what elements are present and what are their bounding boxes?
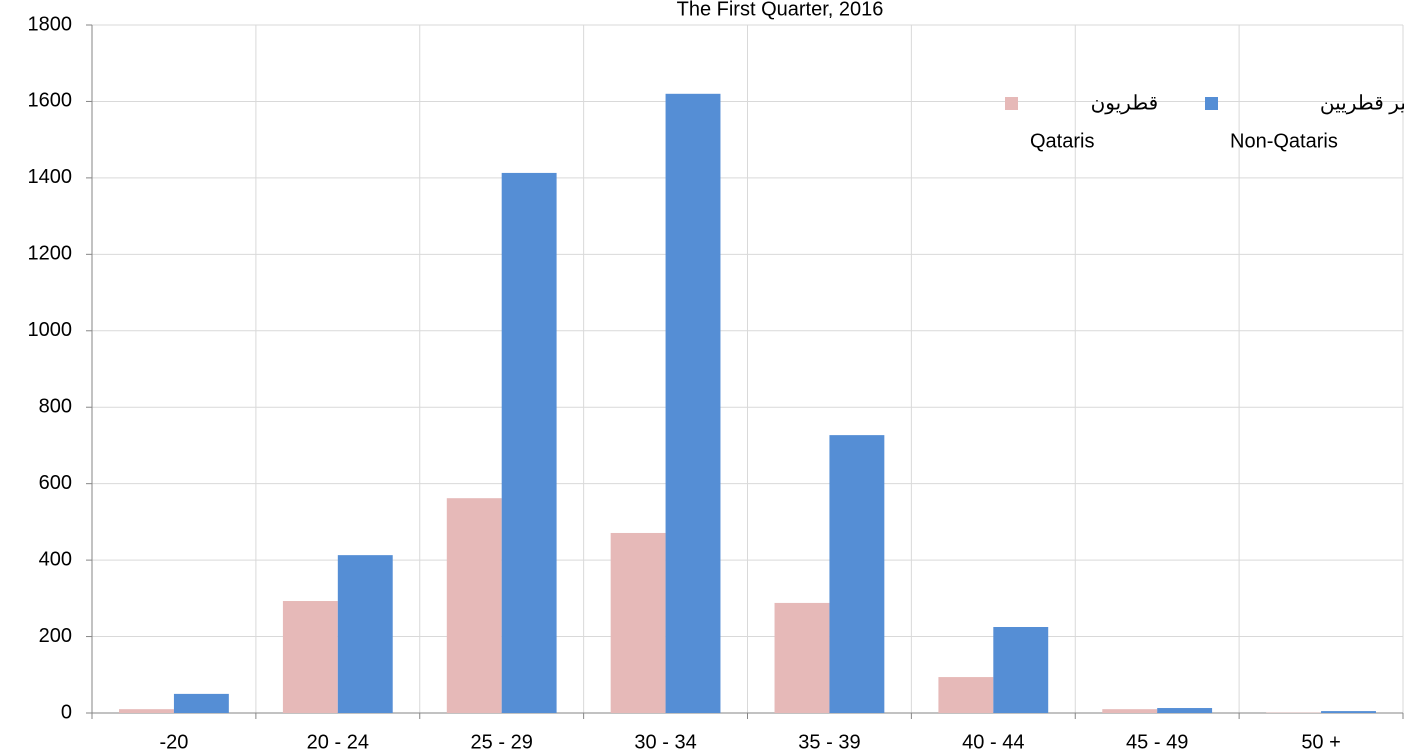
x-tick-label: -20	[159, 731, 188, 753]
bar	[610, 532, 666, 713]
y-tick-label: 200	[39, 625, 72, 647]
legend-label: Qataris	[1030, 130, 1094, 152]
bar	[1102, 709, 1158, 713]
bar	[774, 602, 830, 713]
y-tick-label: 1200	[28, 243, 73, 265]
legend-swatch	[1005, 97, 1018, 110]
x-tick-label: 20 - 24	[307, 731, 369, 753]
legend-label-ar: قطريون	[1091, 92, 1159, 114]
bar	[501, 172, 557, 714]
chart-title: The First Quarter, 2016	[677, 0, 884, 20]
x-tick-label: 30 - 34	[634, 731, 696, 753]
legend-label: Non-Qataris	[1230, 130, 1338, 152]
y-tick-label: 1600	[28, 90, 73, 112]
x-tick-label: 35 - 39	[798, 731, 860, 753]
x-tick-label: 25 - 29	[471, 731, 533, 753]
bar	[337, 555, 393, 713]
bar	[173, 693, 229, 713]
x-tick-label: 50 +	[1301, 731, 1340, 753]
y-tick-label: 400	[39, 548, 72, 570]
bar	[1321, 711, 1376, 713]
y-tick-label: 1000	[28, 319, 73, 341]
x-tick-label: 45 - 49	[1126, 731, 1188, 753]
bar	[446, 498, 502, 713]
x-tick-label: 40 - 44	[962, 731, 1024, 753]
bar	[829, 435, 885, 713]
y-tick-label: 0	[61, 701, 72, 723]
bar	[938, 677, 994, 713]
legend-swatch	[1205, 97, 1218, 110]
y-tick-label: 600	[39, 472, 72, 494]
bar	[282, 601, 338, 713]
y-tick-label: 1400	[28, 166, 73, 188]
bar	[119, 709, 174, 713]
bar	[993, 627, 1049, 713]
legend-label-ar: غير قطريين	[1320, 92, 1404, 114]
y-tick-label: 800	[39, 396, 72, 418]
bar	[665, 93, 721, 714]
y-tick-label: 1800	[28, 13, 73, 35]
bar	[1157, 708, 1213, 713]
